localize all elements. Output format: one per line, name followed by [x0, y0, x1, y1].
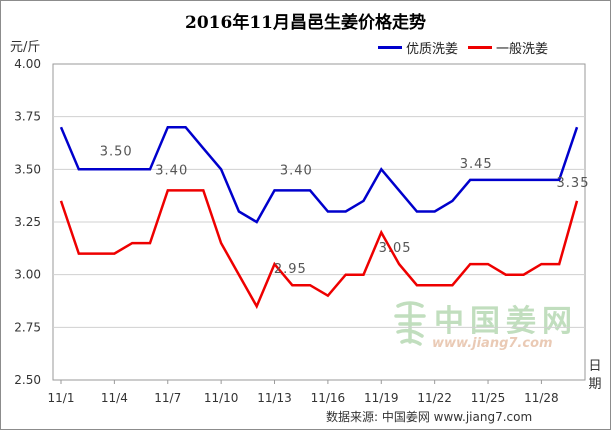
x-tick-label: 11/4 — [101, 391, 128, 405]
data-label: 3.40 — [280, 163, 313, 178]
y-tick-label: 3.50 — [14, 162, 41, 176]
data-label: 3.35 — [557, 176, 590, 191]
x-tick-label: 11/1 — [48, 391, 75, 405]
data-label: 2.95 — [274, 262, 307, 277]
data-label: 3.05 — [379, 241, 412, 256]
legend-label-premium: 优质洗姜 — [406, 42, 459, 57]
data-label: 3.40 — [155, 163, 188, 178]
x-tick-label: 11/10 — [204, 391, 239, 405]
series-line-premium — [59, 125, 579, 224]
legend-item-regular: 一般洗姜 — [468, 38, 548, 57]
x-axis-unit-label: 日期 — [588, 359, 602, 392]
x-tick-label: 11/16 — [311, 391, 346, 405]
source-caption: 数据来源: 中国姜网 www.jiang7.com — [326, 410, 533, 424]
x-tick-label: 11/7 — [154, 391, 181, 405]
legend: 优质洗姜 一般洗姜 — [378, 38, 558, 57]
chart-title: 2016年11月昌邑生姜价格走势 — [185, 13, 426, 33]
x-tick-label: 11/22 — [417, 391, 452, 405]
y-axis-unit-label: 元/斤 — [10, 40, 41, 55]
legend-label-regular: 一般洗姜 — [496, 42, 549, 57]
watermark: 中国姜网 www.jiang7.com — [392, 292, 592, 362]
legend-swatch-regular — [468, 46, 493, 49]
y-tick-label: 2.75 — [14, 320, 41, 334]
y-tick-label: 3.00 — [14, 268, 41, 282]
x-tick-label: 11/13 — [257, 391, 292, 405]
x-tick-label: 11/25 — [471, 391, 506, 405]
watermark-text: 中国姜网 — [434, 304, 578, 339]
x-tick-label: 11/28 — [524, 391, 559, 405]
legend-item-premium: 优质洗姜 — [378, 38, 458, 57]
y-tick-label: 3.25 — [14, 215, 41, 229]
data-label: 3.45 — [460, 157, 493, 172]
watermark-url: www.jiang7.com — [432, 336, 553, 351]
data-label: 3.50 — [100, 144, 133, 159]
y-tick-label: 3.75 — [14, 110, 41, 124]
y-tick-label: 4.00 — [14, 57, 41, 71]
x-tick-label: 11/19 — [364, 391, 399, 405]
series-line-regular — [59, 189, 579, 310]
legend-swatch-premium — [378, 46, 402, 49]
ginger-logo-icon — [394, 301, 426, 346]
y-tick-label: 2.50 — [14, 373, 41, 387]
